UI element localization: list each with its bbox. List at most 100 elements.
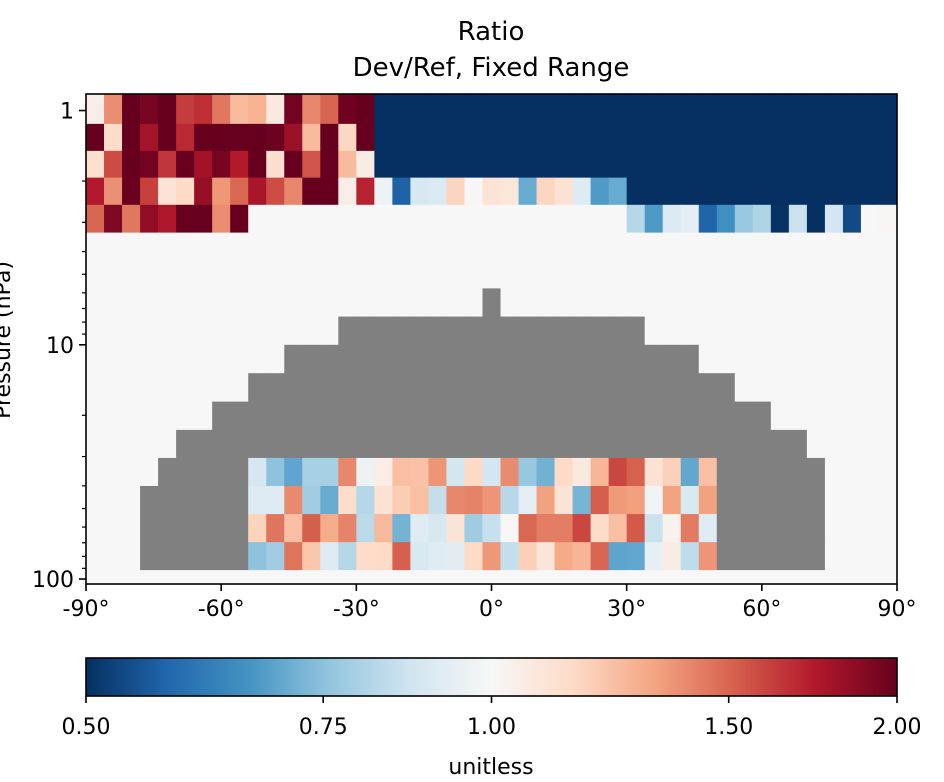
heatmap-cell — [104, 94, 123, 125]
heatmap-cell — [518, 401, 537, 431]
heatmap-cell — [644, 177, 664, 206]
heatmap-cell — [626, 570, 646, 585]
colorbar — [85, 657, 898, 697]
heatmap-cell — [716, 429, 736, 459]
heatmap-cell — [86, 316, 105, 346]
heatmap-cell — [770, 94, 790, 125]
heatmap-cell — [662, 429, 682, 459]
heatmap-cell — [662, 150, 682, 179]
heatmap-cell — [734, 94, 754, 125]
heatmap-cell — [464, 542, 483, 571]
heatmap-cell — [860, 260, 880, 289]
heatmap-cell — [752, 204, 772, 233]
heatmap-cell — [428, 316, 447, 346]
heatmap-cell — [500, 542, 519, 571]
heatmap-cell — [248, 260, 267, 289]
x-tick-label: 0° — [479, 597, 504, 622]
heatmap-cell — [446, 123, 465, 152]
heatmap-cell — [536, 401, 555, 431]
heatmap-cell — [374, 260, 393, 289]
colorbar-tick-label: 0.75 — [299, 715, 348, 740]
heatmap-cell — [626, 94, 646, 125]
heatmap-cell — [122, 570, 141, 585]
heatmap-cell — [788, 429, 808, 459]
heatmap-cell — [608, 344, 628, 374]
heatmap-cell — [572, 123, 592, 152]
heatmap-cell — [104, 401, 123, 431]
heatmap-cell — [698, 94, 718, 125]
heatmap-cell — [644, 123, 664, 152]
heatmap-cell — [86, 204, 105, 233]
heatmap-cell — [680, 429, 700, 459]
colorbar-tick-label: 1.50 — [704, 715, 753, 740]
heatmap-cell — [158, 344, 177, 374]
heatmap-cell — [410, 570, 429, 585]
heatmap-cell — [176, 429, 195, 459]
heatmap-cell — [590, 94, 610, 125]
heatmap-cell — [446, 288, 465, 317]
heatmap-cell — [626, 204, 646, 233]
heatmap-cell — [194, 316, 213, 346]
heatmap-cell — [104, 373, 123, 402]
heatmap-cell — [284, 344, 303, 374]
heatmap-cell — [446, 260, 465, 289]
heatmap-cell — [230, 429, 249, 459]
heatmap-cell — [230, 485, 249, 515]
heatmap-cell — [806, 401, 826, 431]
heatmap-cell — [284, 204, 303, 233]
heatmap-cell — [536, 457, 555, 487]
x-axis: -90° -60° -30° 0° 30° 60° 90° — [63, 584, 917, 622]
heatmap-cell — [302, 485, 321, 515]
heatmap-cell — [338, 542, 357, 571]
heatmap-cell — [428, 150, 447, 179]
heatmap-cell — [842, 260, 862, 289]
heatmap-cell — [266, 260, 285, 289]
heatmap-cell — [554, 485, 573, 515]
heatmap-cell — [572, 260, 592, 289]
heatmap-cell — [518, 232, 537, 261]
heatmap-cell — [176, 570, 195, 585]
heatmap-cell — [356, 177, 375, 206]
heatmap-cell — [752, 514, 772, 543]
heatmap-cell — [392, 232, 411, 261]
heatmap-cell — [176, 123, 195, 152]
heatmap-cell — [608, 316, 628, 346]
heatmap-cell — [338, 288, 357, 317]
heatmap-cell — [518, 177, 537, 206]
heatmap-cell — [446, 401, 465, 431]
heatmap-cell — [338, 177, 357, 206]
heatmap-cell — [338, 514, 357, 543]
heatmap-cell — [824, 373, 844, 402]
heatmap-cell — [266, 542, 285, 571]
x-tick-label: 90° — [878, 597, 917, 622]
heatmap-cell — [230, 344, 249, 374]
heatmap-cell — [878, 570, 898, 585]
heatmap-cell — [716, 344, 736, 374]
heatmap-cell — [338, 260, 357, 289]
heatmap-cell — [158, 401, 177, 431]
heatmap-cell — [410, 123, 429, 152]
heatmap-cell — [266, 232, 285, 261]
heatmap-cell — [860, 150, 880, 179]
heatmap-cell — [338, 570, 357, 585]
heatmap-cell — [446, 316, 465, 346]
colorbar-label: unitless — [448, 755, 533, 780]
heatmap-cell — [536, 123, 555, 152]
heatmap-cell — [608, 260, 628, 289]
heatmap-cell — [86, 401, 105, 431]
heatmap-cell — [878, 457, 898, 487]
heatmap-cell — [248, 123, 267, 152]
heatmap-cell — [716, 94, 736, 125]
heatmap-cell — [302, 204, 321, 233]
heatmap-cell — [788, 316, 808, 346]
heatmap-cell — [554, 457, 573, 487]
heatmap-cell — [752, 429, 772, 459]
heatmap-cell — [482, 570, 501, 585]
heatmap-cell — [518, 514, 537, 543]
heatmap-cell — [644, 542, 664, 571]
heatmap-cell — [590, 514, 610, 543]
heatmap-cell — [194, 177, 213, 206]
heatmap-cell — [662, 542, 682, 571]
heatmap-cell — [356, 457, 375, 487]
heatmap-cell — [644, 260, 664, 289]
